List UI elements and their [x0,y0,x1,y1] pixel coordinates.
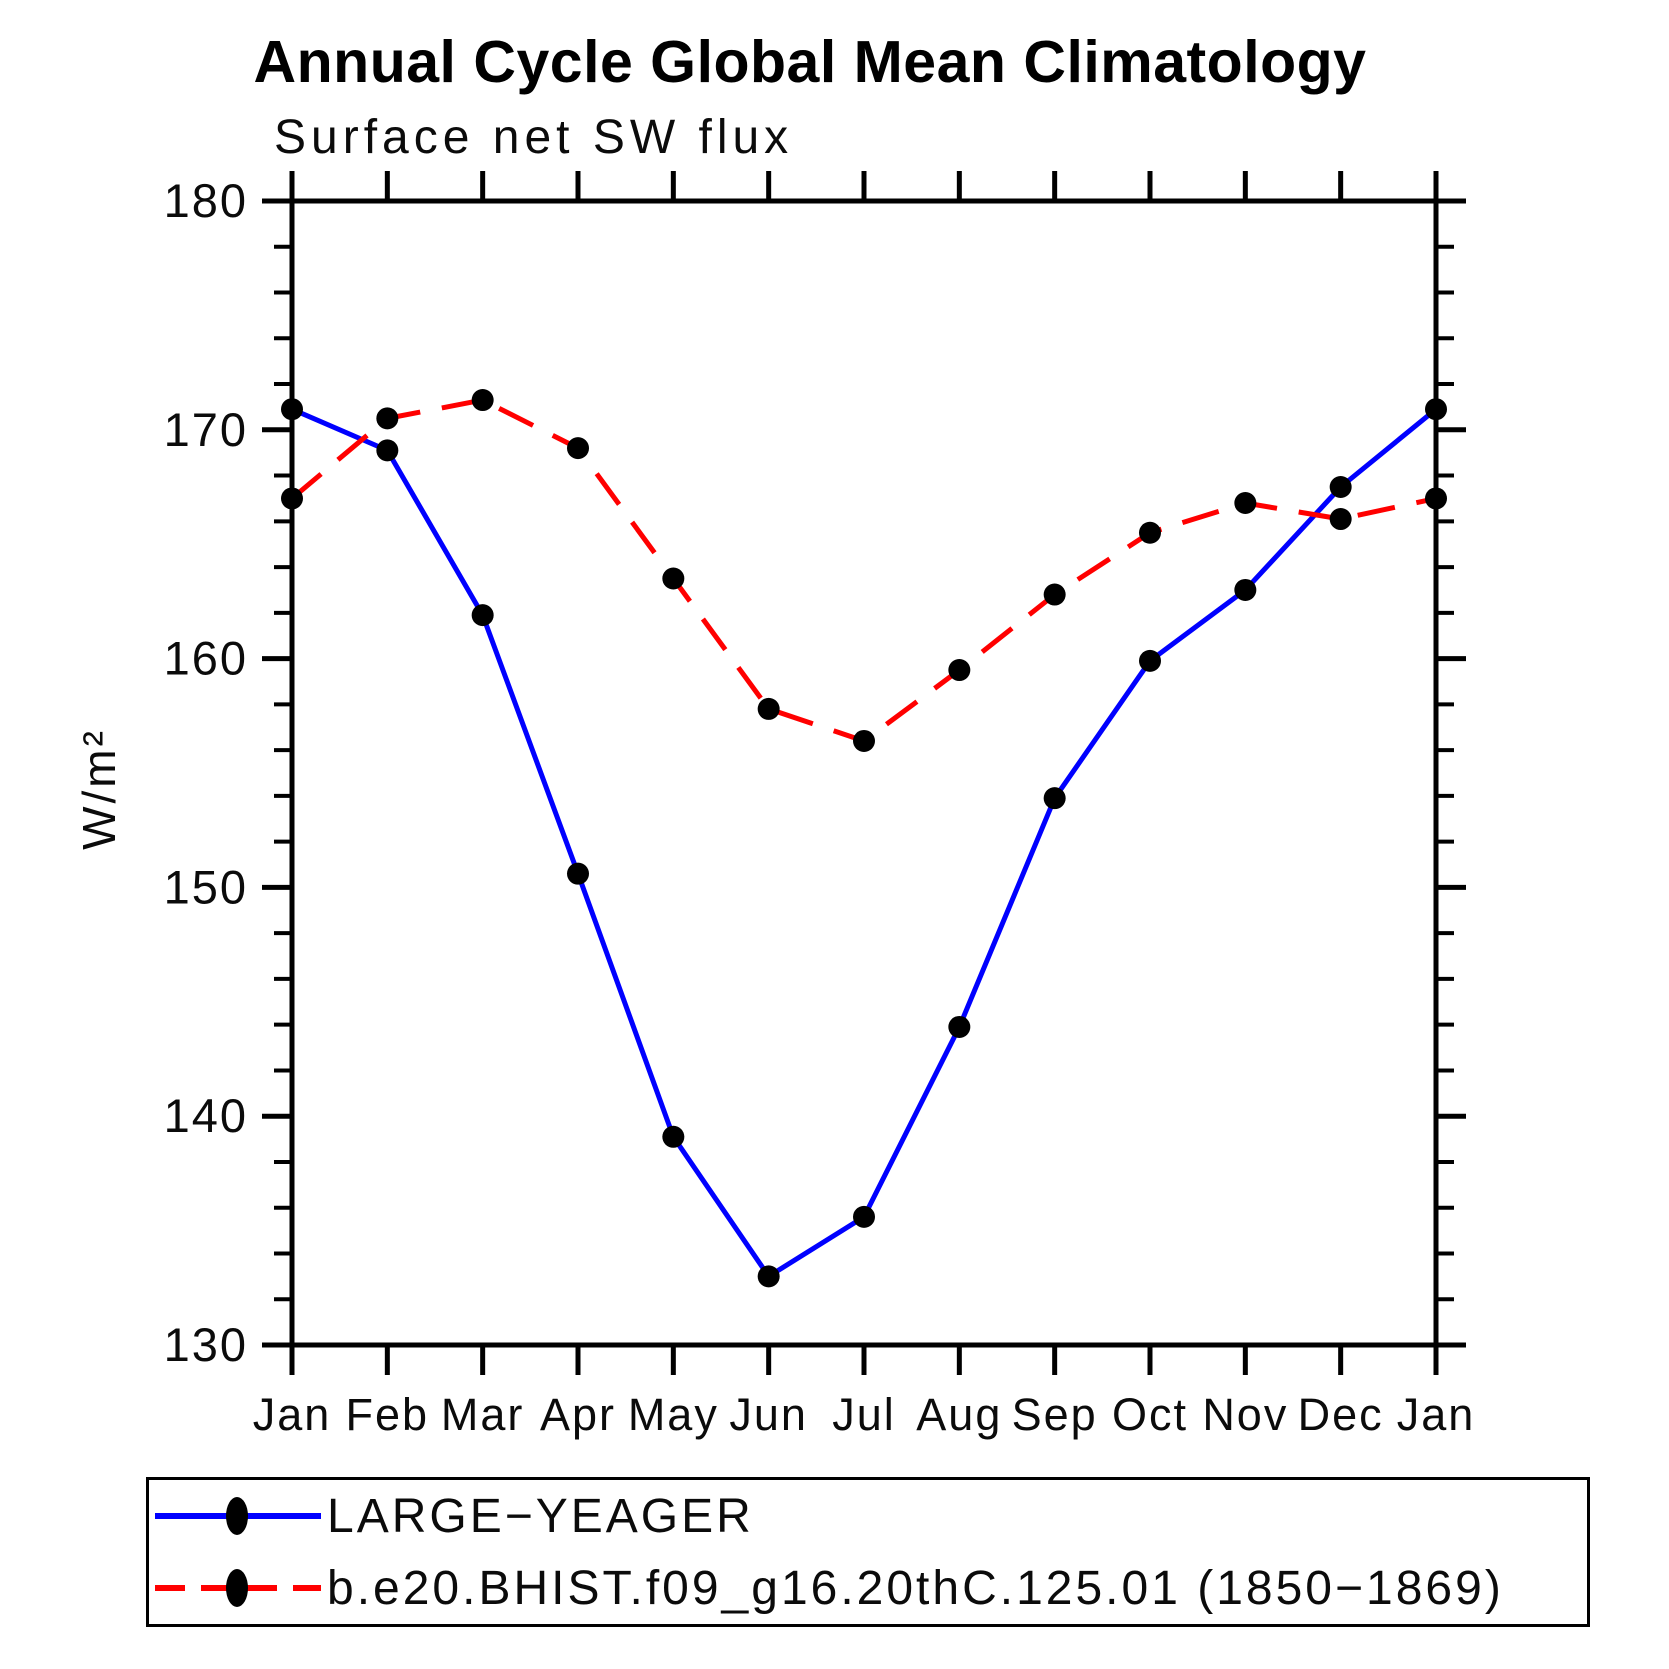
y-tick-label: 170 [164,403,248,456]
y-tick-label: 140 [164,1089,248,1142]
data-point [376,439,399,462]
data-point [281,398,303,421]
x-tick-label: Feb [346,1389,430,1440]
x-tick-label: Nov [1202,1389,1288,1440]
legend-label-large-yeager: LARGE−YEAGER [327,1489,754,1543]
data-point [1043,787,1066,810]
data-point [1234,492,1257,515]
x-tick-label: Aug [916,1389,1002,1440]
legend-row-model-run: b.e20.BHIST.f09_g16.20thC.125.01 (1850−1… [149,1552,1587,1624]
data-point [1329,476,1352,498]
legend-label-model-run: b.e20.BHIST.f09_g16.20thC.125.01 (1850−1… [327,1561,1504,1615]
x-tick-label: Sep [1012,1389,1098,1440]
data-point [1043,583,1066,606]
data-point [948,1015,971,1038]
data-point [567,862,589,885]
data-point [757,697,780,720]
data-point [471,604,494,627]
x-tick-label: Apr [540,1389,616,1440]
chart-title: Annual Cycle Global Mean Climatology [253,29,1367,95]
data-point [1234,578,1257,601]
y-axis-label: W/m² [73,728,125,850]
data-point [1425,487,1447,510]
data-point [662,567,685,590]
data-point [471,389,494,412]
data-point [1425,398,1447,421]
legend-row-large-yeager: LARGE−YEAGER [149,1480,1587,1552]
x-tick-label: Jul [832,1389,896,1440]
x-tick-label: Dec [1298,1389,1384,1440]
x-tick-label: May [628,1389,719,1440]
chart-subtitle: Surface net SW flux [274,111,794,164]
x-tick-label: Mar [441,1389,525,1440]
x-tick-label: Oct [1112,1389,1188,1440]
y-tick-label: 180 [164,174,248,227]
series-line-0 [291,406,1438,1279]
data-point [281,487,303,510]
data-point [948,659,971,682]
data-point [662,1125,685,1148]
x-tick-label: Jun [729,1389,808,1440]
x-tick-label: Jan [253,1389,332,1440]
axis-frame [289,198,1439,1348]
data-point [853,729,875,752]
data-point [853,1205,875,1228]
legend-line-dashed-icon [155,1569,321,1607]
legend: LARGE−YEAGER b.e20.BHIST.f09_g16.20thC.1… [146,1477,1590,1627]
x-tick-label: Jan [1397,1389,1476,1440]
data-point [1139,521,1161,544]
y-tick-label: 150 [164,860,248,913]
legend-line-solid-icon [155,1497,321,1535]
data-point [757,1265,780,1288]
data-point [1139,649,1161,672]
data-point [376,407,399,430]
y-tick-label: 130 [164,1318,248,1371]
y-tick-label: 160 [164,632,248,685]
data-point [1329,508,1352,531]
data-point [567,437,589,460]
